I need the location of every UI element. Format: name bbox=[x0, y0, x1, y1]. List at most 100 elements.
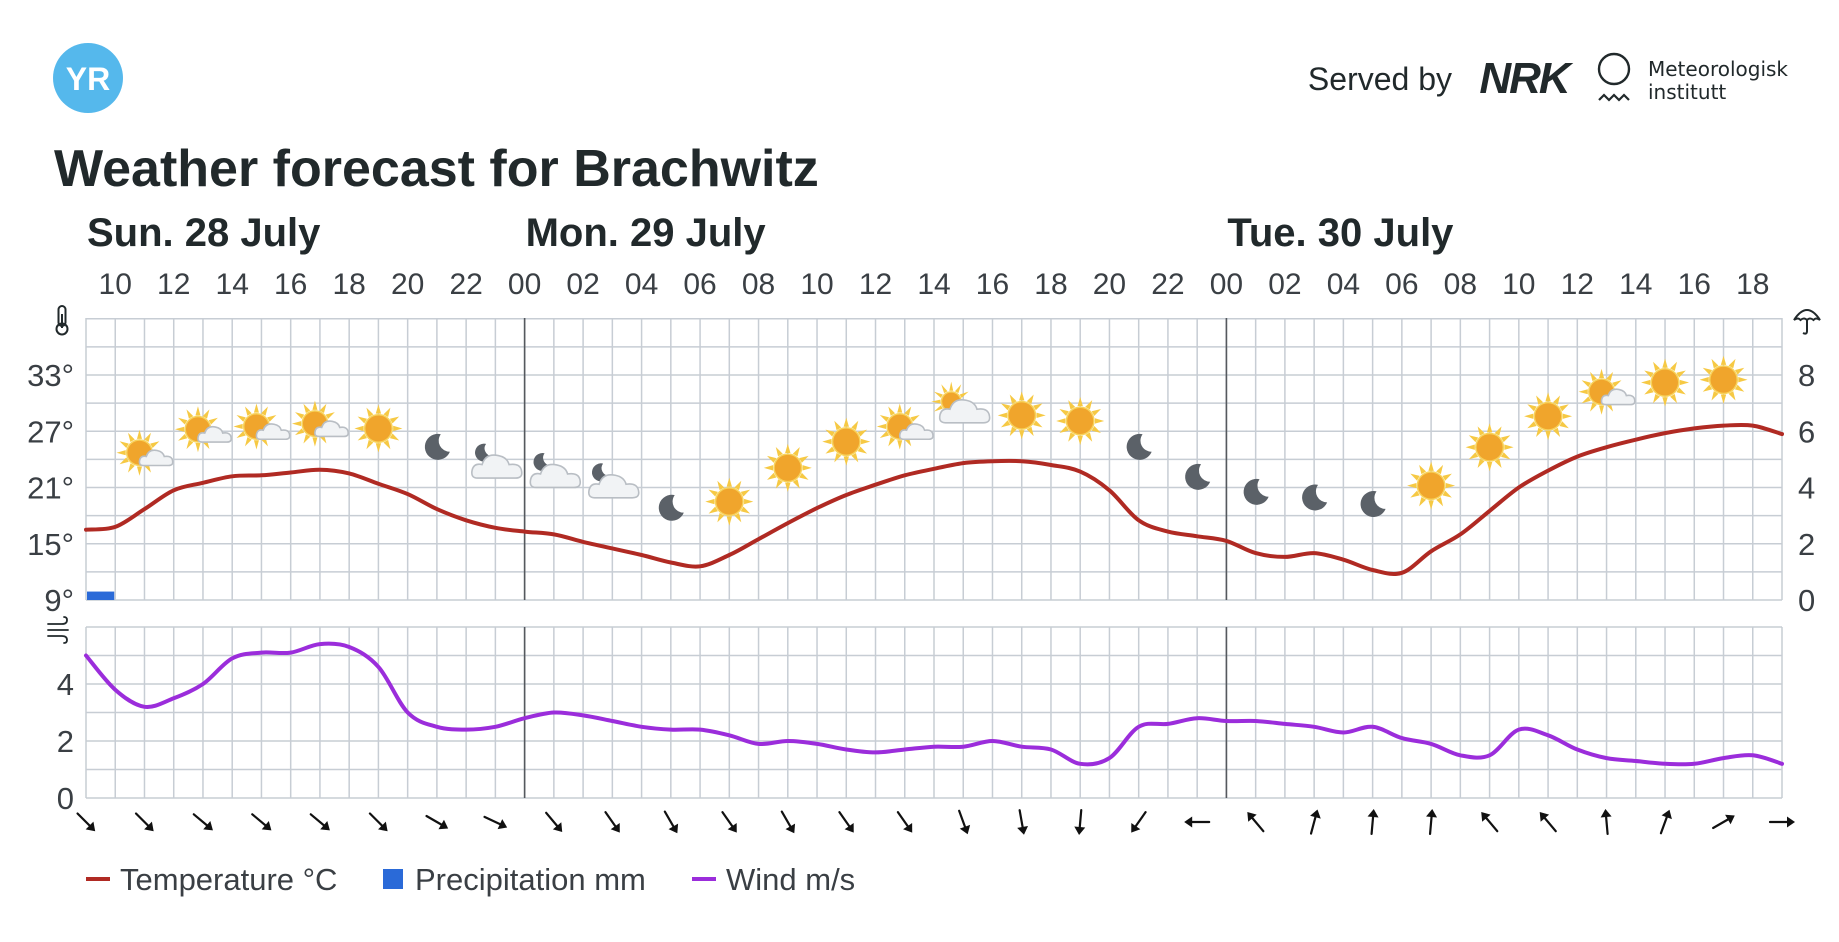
hour-tick-label: 20 bbox=[1093, 268, 1126, 301]
wind-axis-ticks: 0 2 4 bbox=[57, 667, 74, 816]
weather-symbol-clear-day bbox=[1641, 358, 1690, 407]
weather-symbol-clear-day bbox=[705, 477, 754, 526]
weather-symbol-partly-cloudy-day bbox=[1578, 368, 1636, 415]
wind-direction-arrow bbox=[483, 815, 508, 830]
precipitation-tick-label: 2 bbox=[1798, 527, 1815, 562]
weather-symbol-clear-day bbox=[1465, 423, 1514, 472]
wind-direction-arrow bbox=[663, 810, 679, 834]
wind-direction-arrow bbox=[134, 812, 154, 832]
sun-icon bbox=[1641, 358, 1690, 407]
hour-tick-label: 14 bbox=[917, 268, 950, 301]
met-logo-wave-icon bbox=[1598, 93, 1630, 102]
weather-symbol-clear-day bbox=[1524, 392, 1573, 441]
legend-label: Temperature °C bbox=[120, 862, 337, 897]
legend-item: Temperature °C bbox=[86, 862, 337, 897]
wind-direction-arrow bbox=[1131, 811, 1147, 833]
sun-icon bbox=[354, 404, 403, 453]
weather-symbol-clear-night bbox=[1243, 478, 1269, 505]
wind-direction-arrow bbox=[721, 811, 737, 833]
hour-tick-label: 16 bbox=[976, 268, 1009, 301]
temperature-tick-label: 21° bbox=[27, 471, 74, 506]
wind-direction-arrow bbox=[1481, 812, 1499, 833]
hour-tick-label: 12 bbox=[1561, 268, 1594, 301]
moon-icon bbox=[1360, 491, 1386, 518]
moon-icon bbox=[1243, 478, 1269, 505]
sun-icon bbox=[1524, 392, 1573, 441]
served-by-text: Served by bbox=[1308, 61, 1452, 97]
precipitation-bar bbox=[87, 591, 115, 600]
met-logo-line2: institutt bbox=[1648, 80, 1726, 104]
cloud-icon bbox=[1600, 388, 1636, 406]
day-label: Mon. 29 July bbox=[526, 211, 767, 255]
temperature-tick-label: 9° bbox=[44, 583, 74, 618]
page-title: Weather forecast for Brachwitz bbox=[54, 140, 819, 198]
wind-direction-arrow bbox=[1768, 816, 1795, 828]
weather-symbol-partly-cloudy-day bbox=[876, 403, 934, 450]
sun-icon bbox=[763, 443, 812, 492]
wind-direction-arrow bbox=[251, 813, 272, 831]
hour-tick-label: 22 bbox=[449, 268, 482, 301]
sun-icon bbox=[997, 391, 1046, 440]
legend-swatch-precipitation bbox=[383, 869, 403, 889]
cloud-icon bbox=[588, 474, 640, 499]
legend-item: Precipitation mm bbox=[383, 862, 646, 897]
weather-symbol-clear-night bbox=[424, 433, 450, 460]
legend-swatch-wind bbox=[692, 877, 716, 881]
cloud-icon bbox=[197, 425, 233, 443]
legend-swatch-temperature bbox=[86, 877, 110, 881]
cloud-icon bbox=[138, 449, 174, 467]
weather-symbol-clear-day bbox=[1056, 396, 1105, 445]
wind-grid bbox=[85, 626, 1783, 799]
weather-symbol-partly-cloudy-night bbox=[588, 463, 640, 499]
hour-tick-label: 18 bbox=[1736, 268, 1769, 301]
weather-symbol-clear-day bbox=[354, 404, 403, 453]
temperature-line bbox=[84, 422, 1784, 576]
legend-label: Wind m/s bbox=[726, 862, 855, 897]
hour-tick-label: 14 bbox=[216, 268, 249, 301]
hour-tick-label: 04 bbox=[625, 268, 658, 301]
umbrella-icon bbox=[1793, 309, 1821, 335]
cloud-icon bbox=[255, 423, 291, 441]
weather-symbol-partly-cloudy-day bbox=[174, 406, 233, 453]
hour-tick-label: 18 bbox=[332, 268, 365, 301]
wind-direction-arrow bbox=[1247, 812, 1265, 833]
sun-icon bbox=[1465, 423, 1514, 472]
yr-logo[interactable]: YR bbox=[53, 43, 123, 113]
nrk-logo[interactable]: NRK bbox=[1479, 54, 1576, 103]
precipitation-axis-ticks: 0 2 4 6 8 bbox=[1798, 358, 1815, 618]
day-label: Sun. 28 July bbox=[87, 211, 321, 255]
temperature-tick-label: 27° bbox=[27, 414, 74, 449]
wind-direction-arrow bbox=[1184, 816, 1211, 828]
precipitation-tick-label: 0 bbox=[1798, 583, 1815, 618]
weather-symbol-clear-day bbox=[1407, 461, 1456, 510]
weather-symbol-clear-day bbox=[763, 443, 812, 492]
wind-direction-arrow bbox=[1426, 809, 1438, 836]
wind-direction-arrow bbox=[1659, 809, 1672, 835]
wind-direction-arrow bbox=[1600, 809, 1612, 836]
hour-tick-label: 16 bbox=[1678, 268, 1711, 301]
precipitation-tick-label: 4 bbox=[1798, 471, 1815, 506]
weather-symbol-partly-cloudy-night bbox=[529, 453, 582, 489]
temperature-tick-label: 33° bbox=[27, 358, 74, 393]
wind-icon bbox=[47, 616, 69, 644]
wind-direction-arrow bbox=[1712, 814, 1735, 830]
precipitation-tick-label: 6 bbox=[1798, 414, 1815, 449]
hour-tick-label: 06 bbox=[683, 268, 716, 301]
hour-tick-label: 04 bbox=[1327, 268, 1360, 301]
temperature-grid bbox=[85, 318, 1783, 601]
weather-symbol-clear-day bbox=[997, 391, 1046, 440]
wind-direction-arrow bbox=[309, 813, 330, 831]
wind-direction-arrow bbox=[604, 811, 620, 833]
weather-symbol-clear-night bbox=[1185, 463, 1211, 490]
moon-icon bbox=[1126, 433, 1152, 460]
weather-symbol-clear-day bbox=[1699, 355, 1748, 404]
sun-icon bbox=[822, 417, 871, 466]
met-logo[interactable]: Meteorologisk institutt bbox=[1597, 52, 1788, 104]
legend-label: Precipitation mm bbox=[415, 862, 646, 897]
moon-icon bbox=[1302, 484, 1328, 511]
wind-direction-arrow bbox=[368, 812, 388, 832]
weather-symbol-partly-cloudy-night bbox=[471, 443, 523, 479]
hour-tick-label: 16 bbox=[274, 268, 307, 301]
met-logo-line1: Meteorologisk bbox=[1648, 57, 1788, 81]
cloud-icon bbox=[314, 420, 349, 438]
